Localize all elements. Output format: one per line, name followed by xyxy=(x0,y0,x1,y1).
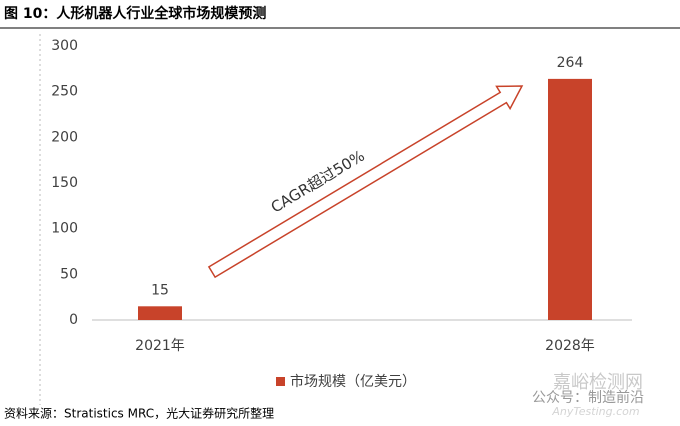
x-tick-label: 2021年 xyxy=(135,338,185,354)
legend-label: 市场规模（亿美元） xyxy=(290,373,416,390)
legend-swatch xyxy=(276,377,285,386)
cagr-arrow xyxy=(207,85,524,279)
y-tick-label: 50 xyxy=(60,266,78,282)
y-tick-label: 300 xyxy=(51,38,78,54)
watermark: 公众号：制造前沿 xyxy=(532,389,644,406)
watermark: 嘉峪检测网 xyxy=(553,372,643,393)
bar xyxy=(138,306,182,320)
data-label: 15 xyxy=(151,282,169,298)
watermark: AnyTesting.com xyxy=(551,405,639,418)
y-tick-label: 100 xyxy=(51,221,78,237)
y-tick-label: 250 xyxy=(51,84,78,100)
y-tick-label: 0 xyxy=(69,312,78,328)
y-tick-label: 200 xyxy=(51,129,78,145)
x-tick-label: 2028年 xyxy=(545,338,595,354)
source: 资料来源：Stratistics MRC，光大证券研究所整理 xyxy=(4,406,274,421)
bar xyxy=(548,78,592,320)
data-label: 264 xyxy=(557,55,584,71)
chart-title: 图 10：人形机器人行业全球市场规模预测 xyxy=(4,5,266,22)
y-tick-label: 150 xyxy=(51,175,78,191)
